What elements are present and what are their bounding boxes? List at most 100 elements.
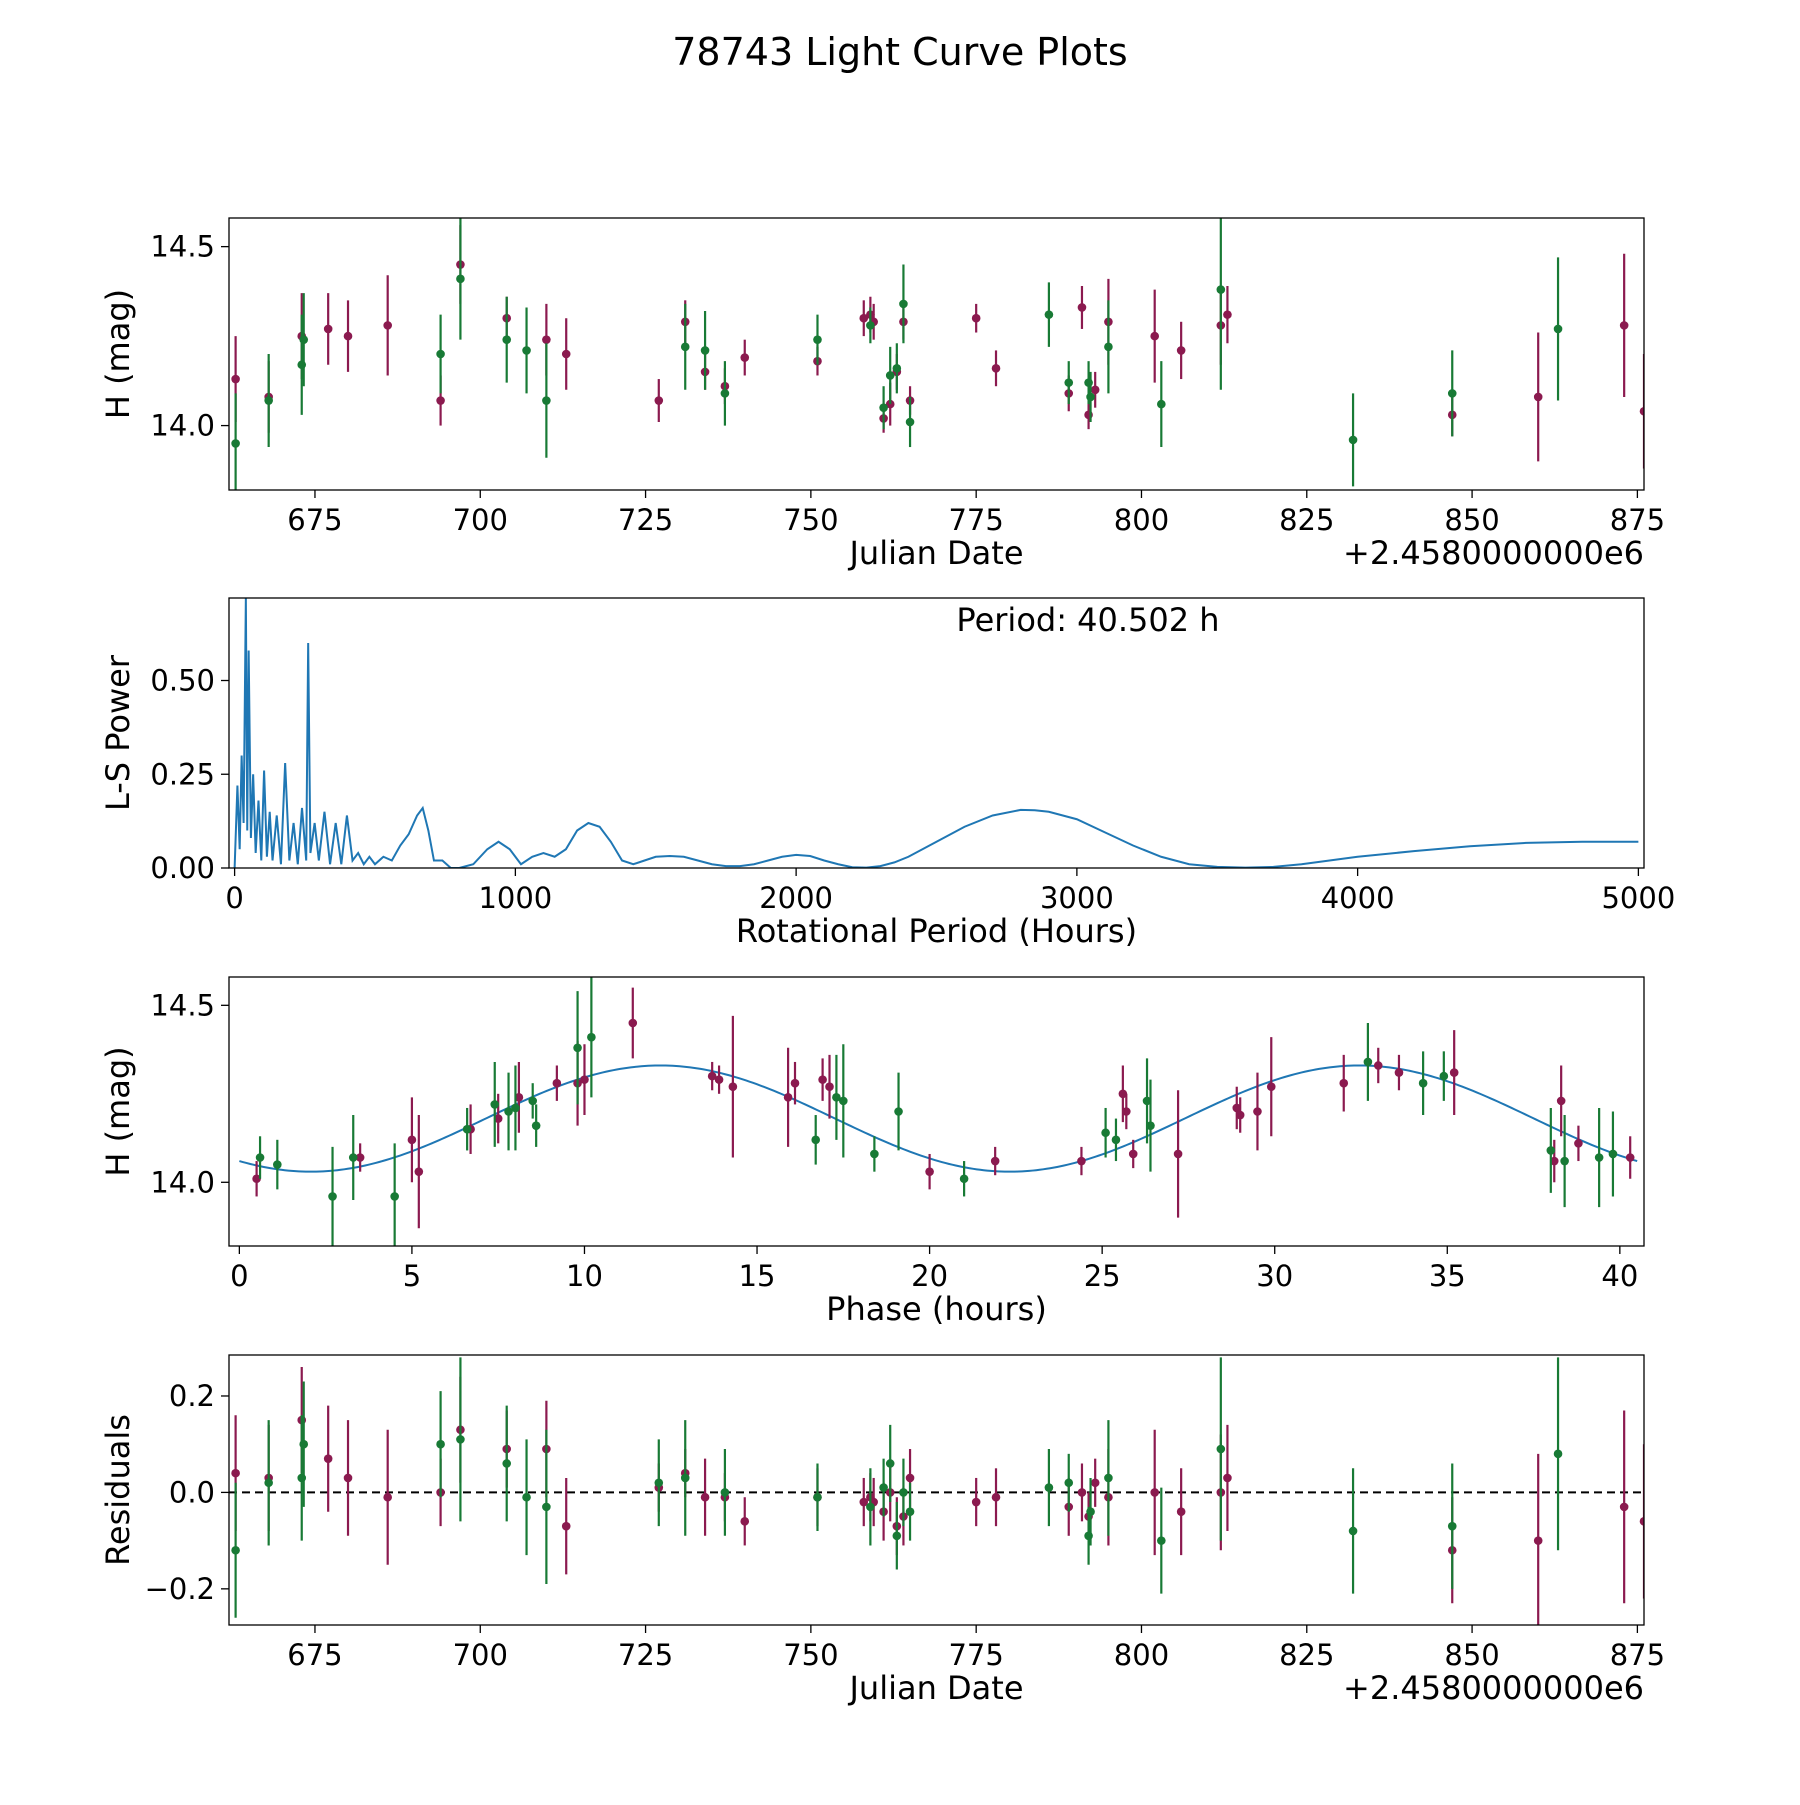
plot-area bbox=[239, 977, 1638, 1246]
data-marker bbox=[1157, 1536, 1166, 1545]
x-tick-label: 20 bbox=[911, 1259, 948, 1293]
data-point-filter-green bbox=[436, 314, 445, 394]
data-point-filter-magenta bbox=[323, 1405, 333, 1512]
data-point-filter-green bbox=[231, 393, 240, 490]
data-point-filter-magenta bbox=[1232, 1086, 1242, 1130]
data-marker bbox=[552, 1078, 562, 1088]
data-point-filter-magenta bbox=[707, 1061, 717, 1091]
data-point-filter-green bbox=[1553, 257, 1563, 401]
plot-area bbox=[233, 598, 1639, 868]
data-marker bbox=[813, 1492, 822, 1502]
y-tick-label: 0.0 bbox=[169, 1475, 215, 1509]
data-marker bbox=[522, 1492, 531, 1502]
data-point-filter-green bbox=[1594, 1107, 1604, 1208]
data-point-filter-green bbox=[680, 1420, 690, 1536]
data-marker bbox=[1216, 1444, 1226, 1454]
data-point-filter-green bbox=[1086, 1477, 1095, 1546]
periodogram-line bbox=[233, 598, 1639, 868]
data-marker bbox=[1533, 392, 1543, 402]
data-marker bbox=[1122, 1107, 1131, 1116]
data-point-filter-magenta bbox=[1235, 1097, 1245, 1133]
data-marker bbox=[1104, 1473, 1113, 1483]
data-marker bbox=[561, 349, 571, 359]
data-marker bbox=[323, 1454, 333, 1463]
data-point-filter-green bbox=[1216, 1357, 1226, 1541]
data-point-filter-magenta bbox=[740, 1497, 750, 1546]
data-marker bbox=[740, 1517, 750, 1526]
data-marker bbox=[783, 1093, 793, 1102]
data-marker bbox=[1216, 285, 1226, 294]
y-tick-label: 14.0 bbox=[150, 1165, 215, 1199]
data-point-filter-green bbox=[390, 1143, 399, 1246]
data-point-filter-magenta bbox=[728, 1015, 738, 1158]
data-point-filter-green bbox=[573, 991, 582, 1105]
data-marker bbox=[514, 1093, 524, 1102]
data-marker bbox=[959, 1174, 969, 1184]
panel-1: 675 700 725 750 775 800 825 850 875 14.0 14.5 Julia… bbox=[99, 217, 1665, 572]
y-axis-label: L-S Power bbox=[99, 654, 137, 811]
data-marker bbox=[355, 1153, 365, 1162]
data-marker bbox=[866, 1502, 875, 1512]
data-marker bbox=[531, 1121, 541, 1130]
data-marker bbox=[925, 1167, 934, 1176]
data-point-filter-magenta bbox=[1449, 1030, 1459, 1116]
data-point-filter-magenta bbox=[1639, 1444, 1644, 1599]
data-point-filter-magenta bbox=[991, 350, 1001, 387]
data-marker bbox=[728, 1082, 738, 1092]
data-marker bbox=[273, 1160, 282, 1169]
data-point-filter-green bbox=[899, 1458, 908, 1527]
data-marker bbox=[456, 274, 465, 284]
data-point-filter-green bbox=[299, 1381, 309, 1507]
data-point-filter-magenta bbox=[818, 1058, 827, 1101]
axes-frame bbox=[228, 1354, 1645, 1626]
data-point-filter-magenta bbox=[1122, 1093, 1131, 1130]
data-marker bbox=[504, 1107, 513, 1116]
x-axis-label: Julian Date bbox=[847, 534, 1023, 572]
data-point-filter-green bbox=[504, 1072, 513, 1151]
data-point-filter-magenta bbox=[1128, 1139, 1138, 1169]
data-marker bbox=[1223, 310, 1232, 319]
data-point-filter-magenta bbox=[971, 303, 981, 333]
data-point-filter-green bbox=[720, 361, 730, 426]
data-point-filter-magenta bbox=[355, 1143, 365, 1172]
data-point-filter-green bbox=[273, 1139, 282, 1190]
x-tick-label: 5 bbox=[403, 1259, 421, 1293]
data-marker bbox=[436, 1439, 445, 1449]
data-marker bbox=[231, 374, 240, 384]
axes-frame bbox=[228, 217, 1645, 491]
data-marker bbox=[879, 403, 888, 412]
x-tick-label: 0 bbox=[230, 1259, 248, 1293]
data-point-filter-green bbox=[264, 1420, 273, 1546]
data-marker bbox=[1266, 1082, 1276, 1092]
data-marker bbox=[1176, 346, 1186, 355]
x-tick-label: 40 bbox=[1601, 1259, 1638, 1293]
x-tick-label: 850 bbox=[1444, 1638, 1499, 1672]
panel-4: 675 700 725 750 775 800 825 850 875 −0.2 0.0 0.2 Jul… bbox=[99, 1354, 1665, 1707]
data-marker bbox=[1128, 1149, 1138, 1159]
data-point-filter-magenta bbox=[628, 987, 638, 1059]
data-point-filter-green bbox=[522, 307, 531, 394]
data-marker bbox=[1553, 324, 1563, 334]
data-point-filter-green bbox=[654, 1439, 664, 1527]
x-tick-label: 30 bbox=[1256, 1259, 1293, 1293]
x-tick-label: 775 bbox=[948, 503, 1003, 537]
data-point-filter-green bbox=[879, 386, 888, 430]
y-tick-label: −0.2 bbox=[145, 1572, 215, 1606]
data-marker bbox=[1157, 399, 1166, 409]
data-point-filter-magenta bbox=[700, 1458, 710, 1536]
data-marker bbox=[1549, 1156, 1559, 1166]
data-point-filter-magenta bbox=[714, 1065, 724, 1094]
data-marker bbox=[1173, 1149, 1183, 1159]
data-point-filter-magenta bbox=[971, 1477, 981, 1527]
data-marker bbox=[790, 1078, 800, 1088]
data-marker bbox=[456, 1435, 465, 1444]
data-point-filter-magenta bbox=[1253, 1072, 1262, 1151]
data-point-filter-magenta bbox=[252, 1161, 261, 1197]
data-point-filter-green bbox=[1111, 1118, 1121, 1162]
data-marker bbox=[1639, 1517, 1644, 1526]
data-point-filter-green bbox=[299, 293, 309, 387]
data-marker bbox=[1077, 303, 1087, 312]
x-tick-label: 1000 bbox=[478, 881, 552, 915]
y-tick-label: 0.00 bbox=[150, 851, 215, 885]
data-point-filter-magenta bbox=[740, 339, 750, 376]
